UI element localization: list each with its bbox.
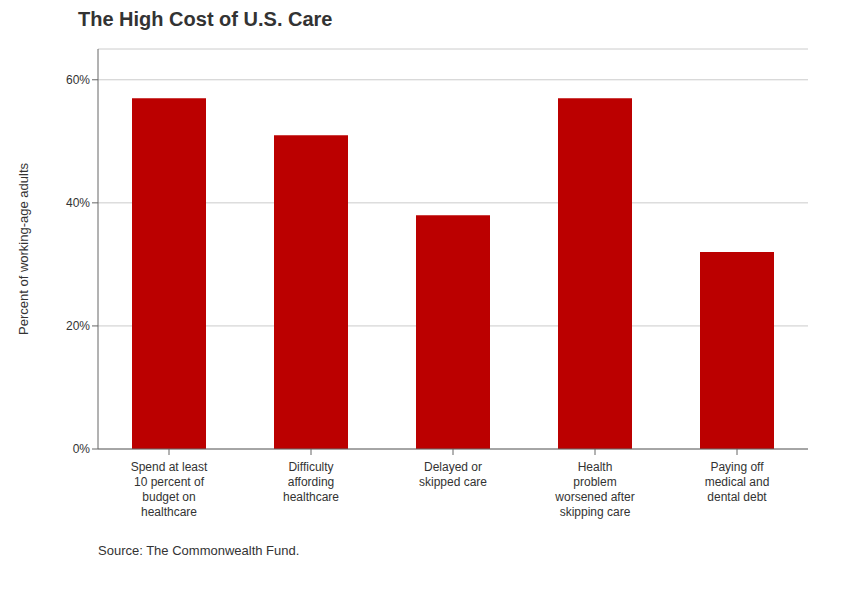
svg-text:Difficultyaffordinghealthcare: Difficultyaffordinghealthcare — [283, 460, 339, 504]
html-text:The High Cost of U.S. Care: The High Cost of U.S. Care — [78, 8, 333, 30]
svg-text:60%: 60% — [66, 73, 90, 87]
html-text:Source: The Commonwealth Fund.: Source: The Commonwealth Fund. — [98, 543, 300, 558]
svg-text:Paying offmedical anddental de: Paying offmedical anddental debt — [705, 460, 770, 504]
svg-text:40%: 40% — [66, 196, 90, 210]
svg-text:Healthproblemworsened afterski: Healthproblemworsened afterskipping care — [554, 460, 634, 519]
svg-text:20%: 20% — [66, 319, 90, 333]
svg-text:0%: 0% — [73, 442, 91, 456]
svg-text:Percent of working-age adults: Percent of working-age adults — [16, 163, 31, 335]
svg-text:Delayed orskipped care: Delayed orskipped care — [419, 460, 487, 489]
svg-text:Spend at least10 percent ofbud: Spend at least10 percent ofbudget onheal… — [131, 460, 208, 519]
